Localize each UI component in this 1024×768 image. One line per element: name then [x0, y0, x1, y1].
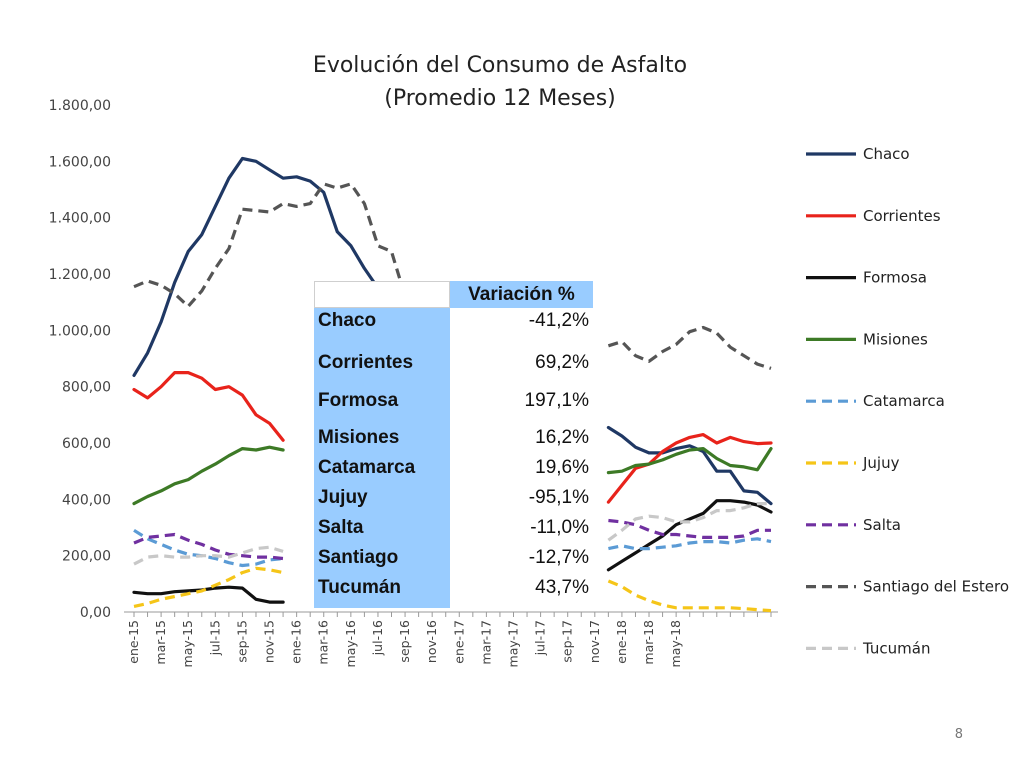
series-line-segment [133, 182, 407, 308]
table-values-column: -41,2% 69,2% 197,1% 16,2% 19,6% -95,1% -11,0% -… [450, 308, 593, 608]
x-tick-label: jul-16 [370, 620, 385, 656]
series-line-segment [132, 585, 285, 604]
x-tick-label: sep-17 [560, 620, 575, 663]
y-tick-label: 400,00 [62, 492, 111, 508]
table-header-blank-cell [314, 281, 450, 308]
y-tick-label: 600,00 [62, 436, 111, 452]
legend-label: Salta [863, 516, 901, 534]
legend-label: Catamarca [863, 392, 945, 410]
x-tick-label: mar-18 [641, 620, 656, 665]
series-corrientes [132, 371, 773, 504]
legend-label: Misiones [863, 330, 928, 348]
table-row-name: Corrientes [318, 352, 414, 373]
series-line-segment [133, 566, 284, 608]
y-tick-label: 1.800,00 [49, 98, 111, 114]
y-tick-label: 0,00 [80, 605, 111, 621]
table-row-value: -12,7% [528, 547, 589, 568]
legend-label: Corrientes [863, 207, 941, 225]
series-line-segment [606, 433, 773, 504]
table-row-value: 43,7% [535, 577, 589, 598]
series-catamarca [133, 528, 772, 568]
series-line-segment [607, 325, 772, 370]
series-jujuy [133, 566, 772, 613]
series-line-segment [607, 502, 771, 542]
y-tick-label: 800,00 [62, 380, 111, 396]
table-row-name: Chaco [318, 310, 377, 331]
x-tick-label: nov-17 [587, 620, 602, 663]
series-line-segment [132, 156, 407, 377]
table-row-name: Santiago [318, 547, 399, 568]
x-tick-label: may-17 [505, 620, 520, 667]
series-line-segment [608, 537, 772, 551]
series-line-segment [608, 518, 771, 540]
series-salta [133, 518, 771, 561]
series-line-segment [133, 532, 284, 561]
x-tick-label: nov-16 [424, 620, 439, 663]
chart-title-line-2: (Promedio 12 Meses) [384, 86, 616, 111]
x-tick-label: sep-16 [397, 620, 412, 663]
table-row-value: -95,1% [528, 487, 589, 508]
table-row-name: Catamarca [318, 457, 416, 478]
x-tick-label: ene-15 [126, 620, 141, 664]
legend-label: Jujuy [862, 454, 900, 472]
axes: 0,00 200,00 400,00 600,00 800,00 1.000,00 1.20… [49, 98, 778, 667]
y-tick-label: 1.000,00 [49, 323, 111, 339]
series-misiones [132, 445, 773, 506]
y-tick-label: 1.600,00 [49, 154, 111, 170]
page-number: 8 [955, 727, 963, 742]
series-line-segment [607, 579, 772, 613]
legend-label: Santiago del Estero [863, 578, 1009, 596]
series-line-segment [132, 445, 285, 506]
x-tick-label: mar-17 [478, 620, 493, 665]
legend: Chaco Corrientes Formosa Misiones Catamarca J… [806, 145, 1009, 657]
series-formosa [132, 499, 773, 604]
legend-label: Tucumán [862, 639, 930, 657]
table-header-variation: Variación % [450, 281, 593, 308]
table-row-value: -11,0% [530, 517, 589, 538]
series-lines [132, 156, 773, 613]
x-tick-label: ene-17 [451, 620, 466, 664]
x-tick-label: may-18 [668, 620, 683, 667]
x-tick-label: sep-15 [234, 620, 249, 663]
table-row-value: 69,2% [535, 352, 589, 373]
table-row-value: -41,2% [528, 310, 589, 331]
series-line-segment [606, 447, 773, 475]
table-row-value: 19,6% [535, 457, 589, 478]
x-tick-label: jul-17 [533, 620, 548, 656]
series-santiago-del-estero [133, 182, 772, 370]
series-line-segment [606, 425, 773, 506]
table-row-value: 16,2% [535, 427, 589, 448]
table-row-name: Jujuy [318, 487, 368, 508]
x-tick-label: mar-15 [153, 620, 168, 665]
y-tick-label: 1.200,00 [49, 267, 111, 283]
table-row-name: Formosa [318, 390, 399, 411]
legend-label: Chaco [863, 145, 910, 163]
series-tucum-n [133, 502, 771, 566]
y-tick-label: 1.400,00 [49, 211, 111, 227]
x-tick-label: mar-16 [316, 620, 331, 665]
variation-table: Variación % Chaco Corrientes Formosa Mision… [314, 281, 593, 608]
table-row-name: Salta [318, 517, 364, 538]
chart-title-line-1: Evolución del Consumo de Asfalto [313, 53, 687, 78]
x-tick-label: ene-18 [614, 620, 629, 664]
x-tick-label: ene-16 [289, 620, 304, 664]
x-tick-label: nov-15 [262, 620, 277, 663]
table-names-column: Chaco Corrientes Formosa Misiones Catamarca J… [314, 308, 450, 608]
series-line-segment [132, 371, 285, 442]
x-tick-label: may-15 [180, 620, 195, 667]
x-tick-label: may-16 [343, 620, 358, 667]
legend-label: Formosa [863, 269, 927, 287]
x-tick-label: jul-15 [207, 620, 222, 656]
series-chaco [132, 156, 773, 506]
table-row-value: 197,1% [524, 390, 589, 411]
table-row-name: Misiones [318, 427, 400, 448]
y-tick-label: 200,00 [62, 549, 111, 565]
series-line-segment [606, 499, 773, 572]
series-line-segment [133, 528, 284, 568]
table-row-name: Tucumán [318, 577, 402, 598]
